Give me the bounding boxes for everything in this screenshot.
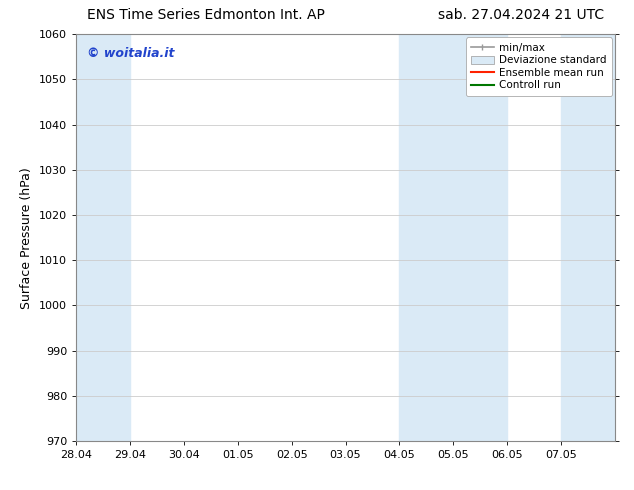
Legend: min/max, Deviazione standard, Ensemble mean run, Controll run: min/max, Deviazione standard, Ensemble m… [466, 37, 612, 96]
Text: ENS Time Series Edmonton Int. AP: ENS Time Series Edmonton Int. AP [87, 8, 325, 22]
Text: © woitalia.it: © woitalia.it [87, 47, 174, 59]
Text: sab. 27.04.2024 21 UTC: sab. 27.04.2024 21 UTC [438, 8, 604, 22]
Bar [76, 34, 130, 441]
Bar [399, 34, 507, 441]
Y-axis label: Surface Pressure (hPa): Surface Pressure (hPa) [20, 167, 34, 309]
Bar [561, 34, 615, 441]
